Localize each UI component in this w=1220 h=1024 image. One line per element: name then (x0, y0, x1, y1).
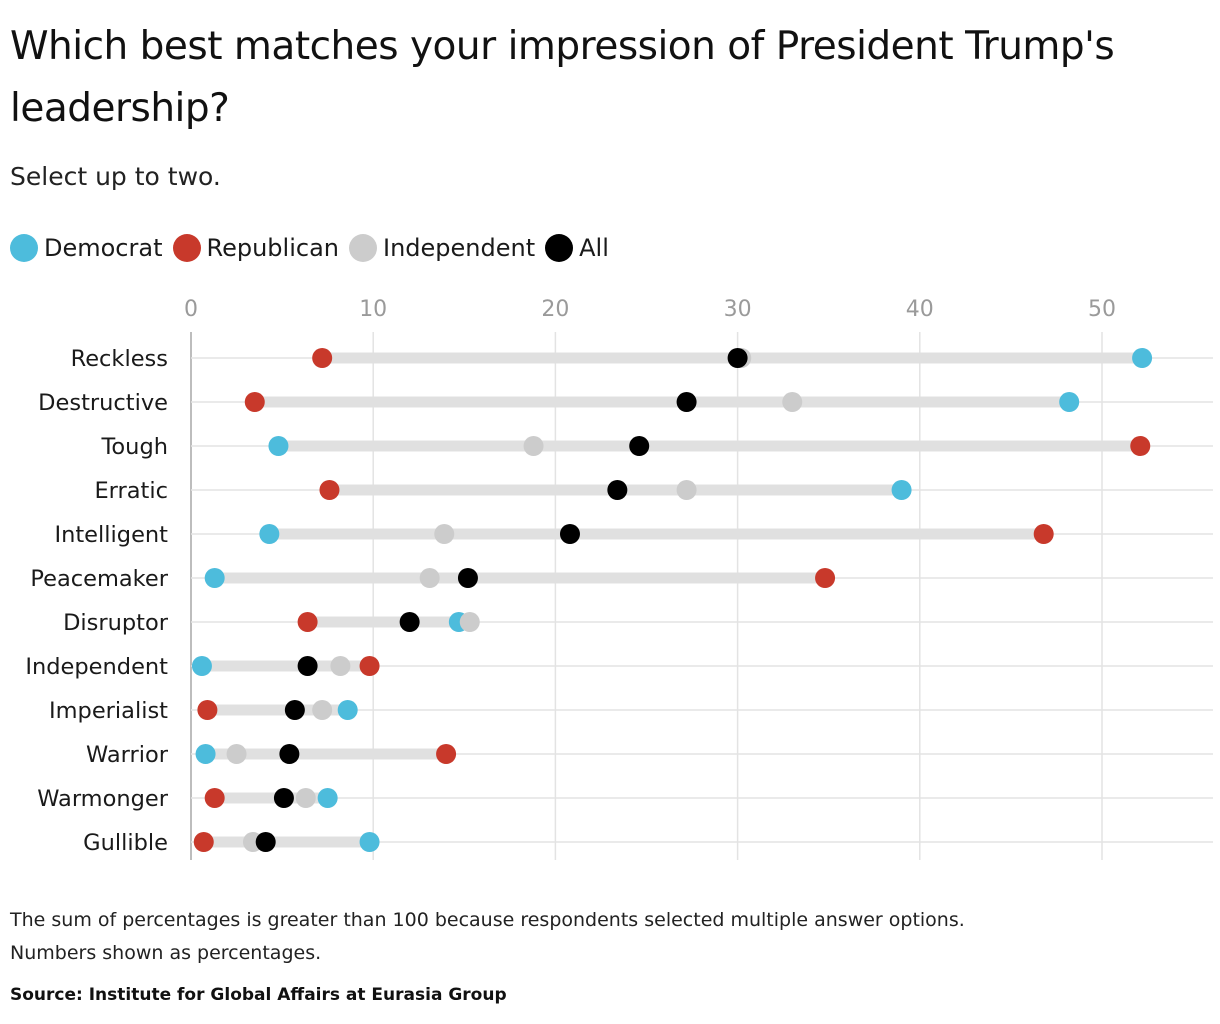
dot-independent (419, 568, 440, 588)
category-label: Destructive (38, 390, 168, 416)
dot-democrat (337, 700, 358, 720)
x-tick-label: 0 (184, 297, 198, 322)
chart-source: Source: Institute for Global Affairs at … (10, 985, 507, 1005)
dot-democrat (268, 436, 289, 456)
dot-republican (312, 348, 333, 368)
legend-label-independent: Independent (383, 234, 536, 262)
category-label: Imperialist (49, 698, 168, 724)
legend: Democrat Republican Independent All (10, 234, 619, 262)
dot-all (676, 392, 697, 412)
category-label: Peacemaker (30, 566, 168, 592)
chart-subtitle: Select up to two. (10, 162, 221, 191)
dot-all (559, 524, 580, 544)
dot-democrat (1132, 348, 1153, 368)
x-tick-label: 40 (906, 297, 934, 322)
category-label: Independent (25, 654, 168, 680)
x-tick-label: 50 (1088, 297, 1116, 322)
dot-republican (815, 568, 836, 588)
dot-independent (226, 744, 247, 764)
dot-independent (434, 524, 455, 544)
legend-swatch-all (545, 234, 574, 262)
dot-republican (297, 612, 318, 632)
dot-republican (1130, 436, 1151, 456)
dot-democrat (195, 744, 216, 764)
legend-label-all: All (579, 234, 609, 262)
dot-independent (676, 480, 697, 500)
dot-independent (295, 788, 316, 808)
dot-republican (204, 788, 225, 808)
legend-swatch-independent (349, 234, 377, 262)
category-label: Gullible (83, 830, 168, 856)
dot-all (457, 568, 478, 588)
legend-swatch-republican (172, 234, 201, 262)
dot-independent (330, 656, 351, 676)
dot-independent (782, 392, 803, 412)
chart-title: Which best matches your impression of Pr… (10, 24, 1115, 131)
dot-democrat (1059, 392, 1080, 412)
dot-democrat (191, 656, 212, 676)
dot-democrat (359, 832, 380, 852)
dot-all (399, 612, 420, 632)
dot-republican (244, 392, 265, 412)
dot-republican (193, 832, 214, 852)
dot-range-chart: 0 10 20 30 40 50 Reckless Destructive Tough Errat… (25, 297, 1213, 860)
category-label: Tough (101, 434, 169, 460)
category-label: Intelligent (54, 522, 168, 548)
category-label: Warrior (86, 742, 169, 768)
category-label: Reckless (71, 346, 168, 372)
dot-democrat (891, 480, 912, 500)
chart-notes: The sum of percentages is greater than 1… (10, 904, 1200, 970)
dot-independent (459, 612, 480, 632)
dot-all (297, 656, 318, 676)
dot-all (607, 480, 628, 500)
dot-all (284, 700, 305, 720)
category-label: Erratic (94, 478, 168, 504)
dot-republican (197, 700, 218, 720)
dot-republican (359, 656, 380, 676)
dot-all (279, 744, 300, 764)
dot-republican (319, 480, 340, 500)
dot-democrat (317, 788, 338, 808)
category-label: Disruptor (63, 610, 169, 636)
dot-all (255, 832, 276, 852)
dot-democrat (259, 524, 280, 544)
legend-item-all: All (545, 234, 609, 262)
note-line-2: Numbers shown as percentages. (10, 942, 322, 964)
dot-democrat (204, 568, 225, 588)
legend-item-independent: Independent (349, 234, 535, 262)
dot-republican (1033, 524, 1054, 544)
x-tick-label: 10 (359, 297, 387, 322)
dot-all (727, 348, 748, 368)
legend-swatch-democrat (10, 234, 38, 262)
legend-item-republican: Republican (172, 234, 340, 262)
x-tick-label: 20 (541, 297, 569, 322)
category-label: Warmonger (37, 786, 169, 812)
x-tick-label: 30 (724, 297, 752, 322)
dot-independent (523, 436, 544, 456)
dot-republican (436, 744, 457, 764)
dot-independent (312, 700, 333, 720)
legend-label-democrat: Democrat (44, 234, 163, 262)
legend-label-republican: Republican (206, 234, 340, 262)
dot-all (629, 436, 650, 456)
note-line-1: The sum of percentages is greater than 1… (10, 909, 965, 931)
dot-all (273, 788, 294, 808)
legend-item-democrat: Democrat (10, 234, 163, 262)
